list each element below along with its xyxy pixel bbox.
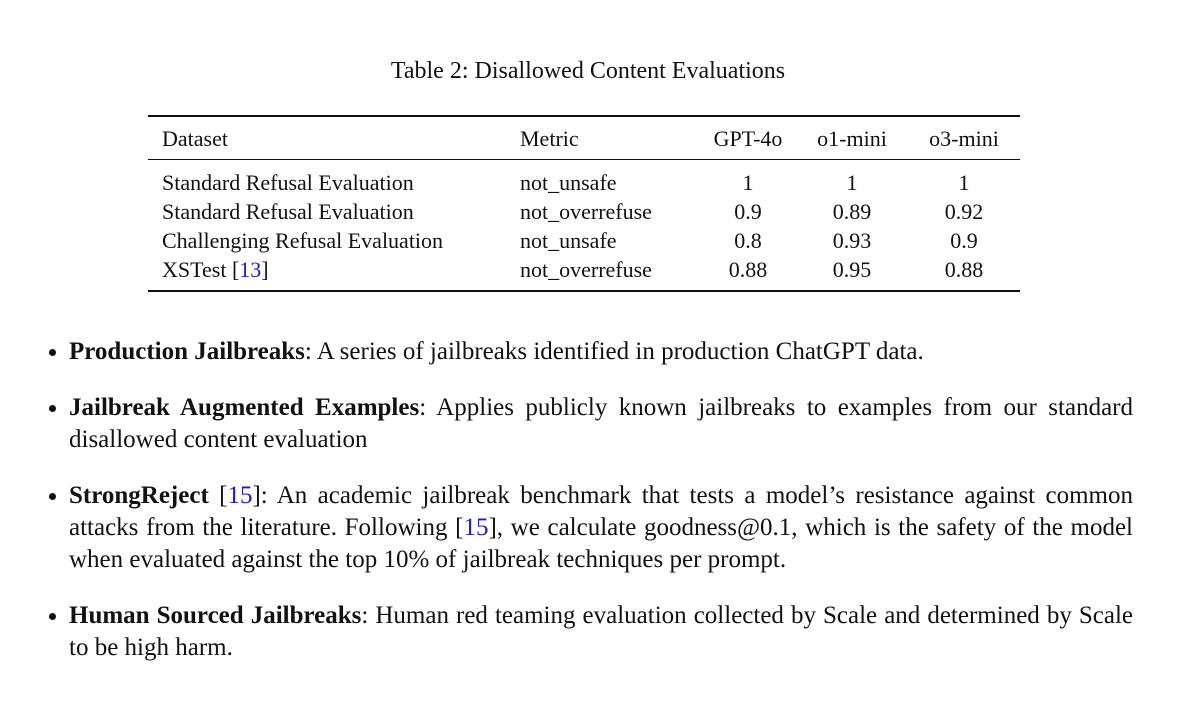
header-cell: Metric xyxy=(520,126,579,151)
table-cell: 1 xyxy=(742,170,754,195)
header-cell: Dataset xyxy=(162,126,228,151)
table-cell: 0.95 xyxy=(832,257,872,282)
bullet-term: Jailbreak Augmented Examples xyxy=(69,394,420,421)
table-cell: 0.8 xyxy=(734,228,762,253)
bullet-term: Production Jailbreaks xyxy=(69,338,305,365)
table-cell: 0.88 xyxy=(944,257,984,282)
bullet-item: Jailbreak Augmented Examples: Applies pu… xyxy=(69,392,1133,456)
bullet-text: ]: An academic jailbreak benchmark that … xyxy=(69,482,1133,541)
citation: 13 xyxy=(239,257,262,282)
table-row: Challenging Refusal Evaluation not_unsafe… xyxy=(148,226,1020,255)
table-cell: XSTest [13] xyxy=(148,255,506,284)
header-row: Dataset Metric GPT-4o o1-mini o3-mini xyxy=(148,117,1020,160)
bullet-text: ], we calculate goodness@0.1, which is t… xyxy=(69,514,1134,573)
cell-text: ] xyxy=(261,257,269,282)
bullet-term: StrongReject xyxy=(69,482,209,509)
table-cell: 1 xyxy=(958,170,970,195)
table-cell: 1 xyxy=(846,170,858,195)
table-cell: 0.88 xyxy=(728,257,768,282)
bullet-text: : Applies publicly known jailbreaks to e… xyxy=(69,394,1133,453)
table-cell: 0.9 xyxy=(950,228,978,253)
table-cell: not_overrefuse xyxy=(520,257,652,282)
header-cell: o3-mini xyxy=(929,126,999,151)
table-cell: Challenging Refusal Evaluation xyxy=(162,228,444,253)
citation: 15 xyxy=(227,482,253,509)
table-caption: Table 2: Disallowed Content Evaluations xyxy=(390,58,786,84)
citation: 15 xyxy=(463,514,489,541)
table-cell: not_unsafe xyxy=(520,170,617,195)
bullet-term: Human Sourced Jailbreaks xyxy=(69,602,362,629)
header-cell: o1-mini xyxy=(817,126,887,151)
bullet-item: Human Sourced Jailbreaks: Human red team… xyxy=(69,600,1133,664)
table-cell: Standard Refusal Evaluation xyxy=(162,199,414,224)
header-cell: GPT-4o xyxy=(713,126,783,151)
table-cell: 0.92 xyxy=(944,199,984,224)
table-row: Standard Refusal Evaluation not_unsafe 1 1 1 xyxy=(148,168,1020,197)
table-cell: not_overrefuse xyxy=(520,199,652,224)
bullet-text: : Human red teaming evaluation collected… xyxy=(69,602,1134,661)
table-cell: 0.89 xyxy=(832,199,872,224)
table-row: XSTest [13] not_overrefuse 0.88 0.95 0.88 xyxy=(148,255,1020,284)
table-cell: 0.93 xyxy=(832,228,872,253)
table-row: Standard Refusal Evaluation not_overrefus… xyxy=(148,197,1020,226)
cell-text: XSTest [ xyxy=(162,257,240,282)
bullet-text: : A series of jailbreaks identified in p… xyxy=(304,338,924,365)
table-cell: not_unsafe xyxy=(520,228,617,253)
bullet-item: StrongReject [15]: An academic jailbreak… xyxy=(69,480,1133,576)
bullet-text: [ xyxy=(208,482,228,509)
table-cell: 0.9 xyxy=(734,199,762,224)
bullet-item: Production Jailbreaks: A series of jailb… xyxy=(69,336,1133,368)
table-cell: Standard Refusal Evaluation xyxy=(162,170,414,195)
table: Dataset Metric GPT-4o o1-mini o3-mini Standar… xyxy=(148,115,1020,292)
bullet-list: Production Jailbreaks: A series of jailb… xyxy=(69,336,1133,688)
